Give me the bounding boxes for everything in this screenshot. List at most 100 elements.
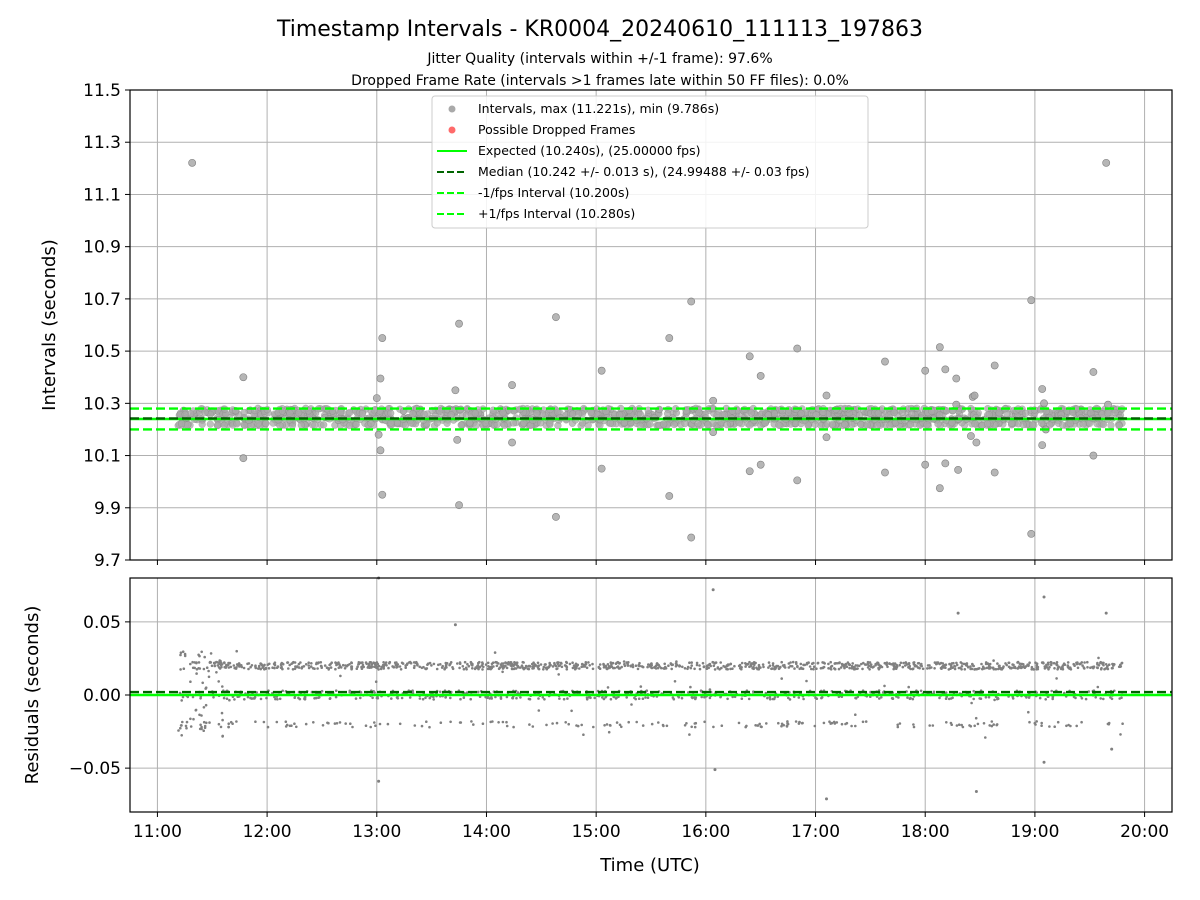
residual-point	[858, 664, 861, 668]
residual-point	[185, 720, 189, 724]
residual-point	[911, 667, 914, 671]
interval-point	[694, 420, 702, 428]
residual-point	[708, 688, 712, 691]
residual-point	[359, 696, 362, 700]
residual-point	[573, 665, 577, 669]
residual-point	[799, 662, 803, 666]
residual-point	[361, 663, 365, 667]
residual-point	[591, 662, 594, 666]
residual-point	[341, 663, 345, 667]
residual-point	[955, 663, 959, 667]
residual-point	[678, 664, 681, 667]
bottom-y-tick-label-2: 0.05	[83, 613, 121, 633]
residual-point	[194, 708, 198, 712]
interval-point	[995, 409, 1003, 417]
residual-point	[981, 667, 984, 671]
residual-point	[490, 665, 494, 668]
residual-point	[652, 666, 656, 669]
interval-point	[934, 420, 942, 428]
residual-point	[565, 668, 569, 671]
residual-point	[548, 664, 552, 667]
interval-point	[346, 408, 354, 417]
residual-point	[944, 666, 947, 669]
residual-point	[296, 665, 299, 668]
interval-point	[393, 419, 401, 427]
residual-point	[532, 667, 535, 670]
residual-point	[641, 697, 645, 700]
residual-point	[1110, 666, 1114, 670]
residual-point	[708, 696, 712, 700]
residual-outlier-6	[956, 611, 960, 615]
residual-point	[490, 697, 494, 700]
residual-point	[729, 662, 732, 666]
residual-point	[312, 721, 315, 724]
residual-point	[885, 663, 888, 666]
interval-outlier-17	[597, 366, 606, 375]
residual-point	[559, 661, 563, 665]
interval-point	[367, 419, 375, 428]
interval-outlier-35	[921, 366, 930, 375]
residual-point	[985, 666, 989, 670]
residual-point	[364, 661, 368, 664]
residual-point	[273, 661, 277, 664]
residual-point	[955, 661, 958, 665]
interval-point	[746, 421, 754, 429]
residual-point	[738, 664, 741, 668]
interval-point	[873, 421, 881, 429]
residual-point	[317, 661, 321, 664]
residual-point	[354, 697, 358, 700]
residual-point	[531, 725, 535, 728]
residual-point	[200, 714, 203, 717]
residual-point	[521, 660, 525, 664]
residual-point	[616, 665, 620, 668]
residual-point	[920, 664, 923, 668]
residual-point	[984, 736, 987, 739]
residual-point	[565, 665, 569, 669]
residual-point	[1104, 663, 1108, 666]
residual-point	[959, 666, 962, 670]
residual-point	[698, 664, 701, 667]
residual-point	[179, 668, 182, 671]
interval-point	[644, 406, 652, 414]
residual-point	[951, 666, 954, 669]
residual-point	[439, 663, 442, 666]
residual-point	[554, 664, 558, 668]
residual-point	[505, 724, 509, 728]
residual-point	[288, 663, 292, 667]
interval-outlier-57	[1089, 451, 1098, 460]
residual-point	[528, 665, 532, 668]
residual-point	[705, 667, 709, 670]
residual-point	[1056, 666, 1060, 670]
interval-outlier-41	[952, 400, 961, 409]
residual-point	[219, 725, 223, 729]
residual-point	[1078, 662, 1082, 666]
residual-point	[222, 696, 226, 700]
residual-point	[868, 661, 872, 664]
residual-point	[845, 721, 849, 725]
residual-point	[238, 665, 241, 668]
residual-point	[481, 668, 484, 671]
top-axes-frame	[129, 89, 1173, 561]
residual-point	[217, 680, 220, 683]
residual-point	[505, 661, 508, 665]
residual-point	[991, 666, 995, 670]
residual-point	[249, 696, 252, 700]
residual-point	[912, 725, 916, 729]
residual-point	[557, 673, 560, 676]
residual-point	[462, 667, 466, 671]
residual-point	[334, 695, 338, 699]
residual-point	[683, 667, 687, 670]
interval-point	[554, 421, 562, 430]
residual-point	[441, 664, 445, 668]
residual-point	[319, 661, 323, 664]
residual-point	[344, 722, 348, 725]
residual-point	[839, 666, 843, 669]
residual-point	[287, 667, 290, 670]
residual-point	[180, 724, 183, 727]
top-y-tick-label-8: 11.3	[83, 133, 121, 153]
residual-point	[1035, 691, 1038, 694]
residual-point	[371, 696, 374, 700]
residual-point	[515, 661, 518, 665]
residual-point	[205, 721, 208, 725]
residual-point	[335, 663, 338, 667]
